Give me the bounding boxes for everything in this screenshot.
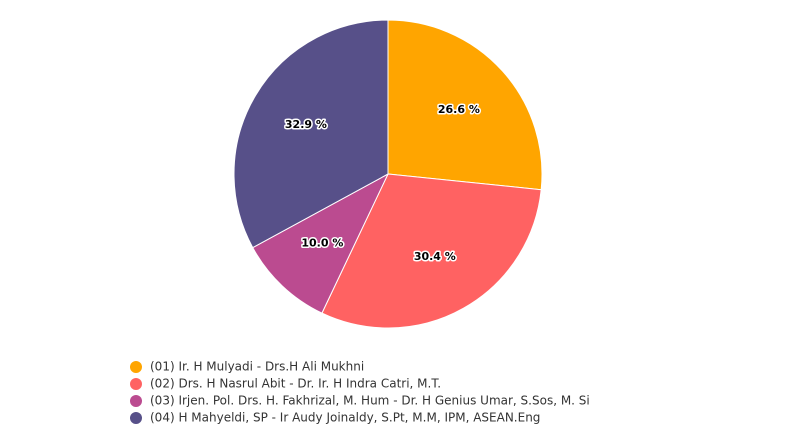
slice-label-4: 32.9 % bbox=[285, 118, 327, 131]
legend-item-2[interactable]: (02) Drs. H Nasrul Abit - Dr. Ir. H Indr… bbox=[130, 377, 441, 391]
legend-marker-1 bbox=[130, 361, 142, 373]
slice-label-3: 10.0 % bbox=[301, 236, 343, 249]
legend-marker-4 bbox=[130, 412, 142, 424]
legend-marker-3 bbox=[130, 395, 142, 407]
slice-labels: 26.6 % 30.4 % 10.0 % 32.9 % bbox=[283, 102, 481, 265]
legend-label-4: (04) H Mahyeldi, SP - Ir Audy Joinaldy, … bbox=[150, 411, 540, 425]
legend-label-1: (01) Ir. H Mulyadi - Drs.H Ali Mukhni bbox=[150, 360, 364, 374]
pie-slice-3[interactable] bbox=[252, 173, 389, 314]
legend-label-3: (03) Irjen. Pol. Drs. H. Fakhrizal, M. H… bbox=[150, 394, 590, 408]
slice-label-2: 30.4 % bbox=[414, 250, 456, 263]
legend-marker-2 bbox=[130, 378, 142, 390]
legend: (01) Ir. H Mulyadi - Drs.H Ali Mukhni (02… bbox=[130, 360, 590, 425]
pie-slice-4[interactable] bbox=[233, 19, 389, 249]
pie-slice-2[interactable] bbox=[321, 173, 542, 329]
legend-item-3[interactable]: (03) Irjen. Pol. Drs. H. Fakhrizal, M. H… bbox=[130, 394, 590, 408]
slice-label-1: 26.6 % bbox=[438, 103, 480, 116]
pie-slice-1[interactable] bbox=[387, 19, 543, 191]
legend-label-2: (02) Drs. H Nasrul Abit - Dr. Ir. H Indr… bbox=[150, 377, 441, 391]
legend-item-4[interactable]: (04) H Mahyeldi, SP - Ir Audy Joinaldy, … bbox=[130, 411, 540, 425]
pie-slices bbox=[233, 19, 543, 329]
legend-item-1[interactable]: (01) Ir. H Mulyadi - Drs.H Ali Mukhni bbox=[130, 360, 364, 374]
